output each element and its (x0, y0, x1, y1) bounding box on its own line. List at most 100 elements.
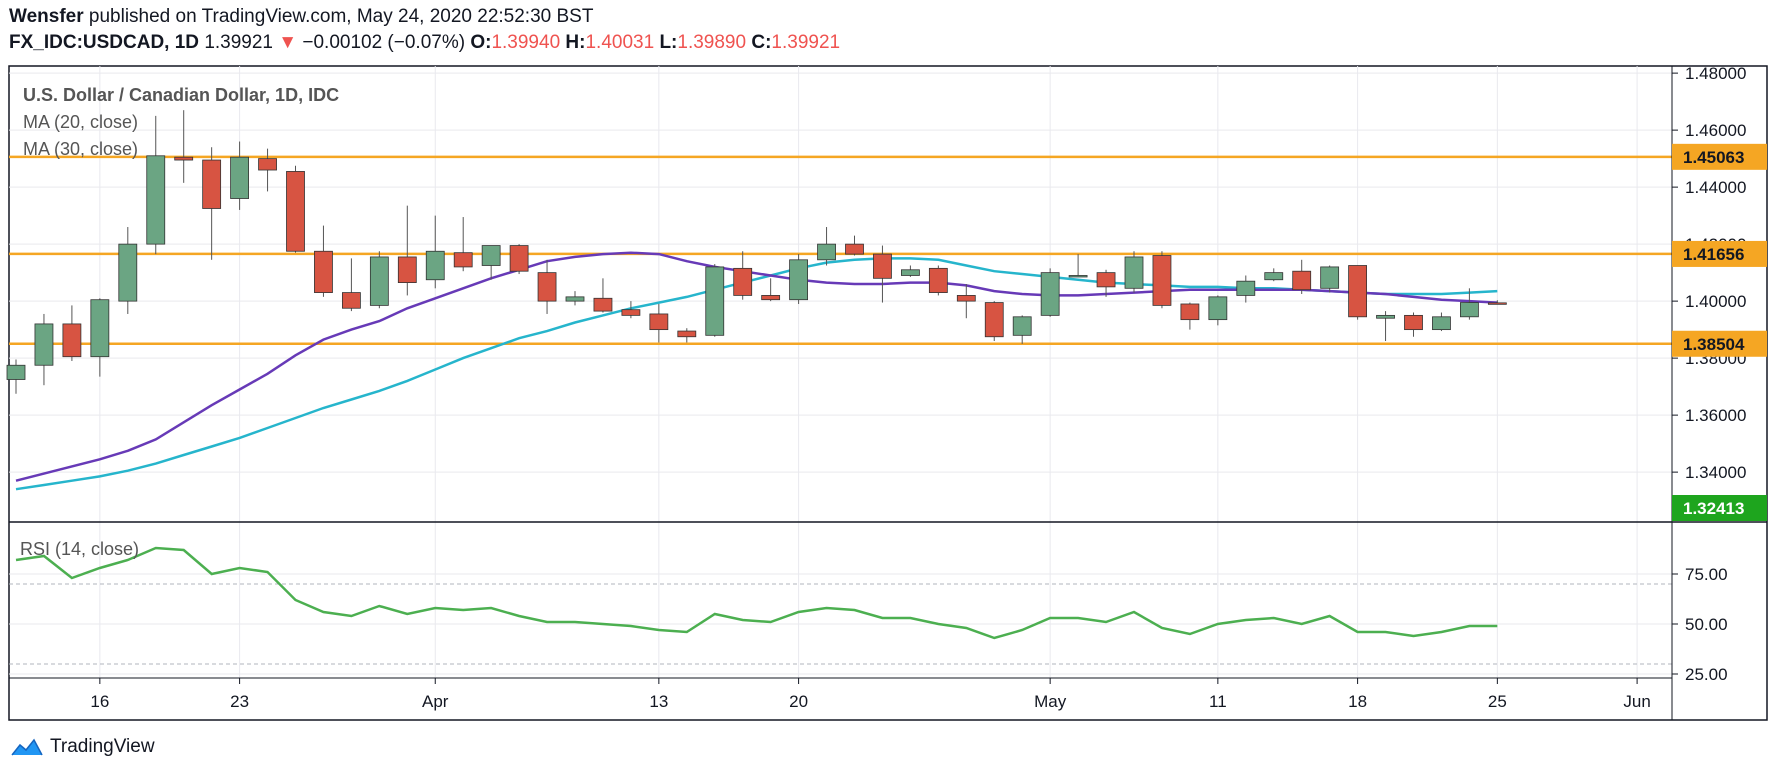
candle[interactable] (1292, 259, 1312, 294)
candle[interactable] (90, 298, 110, 377)
candle[interactable] (677, 328, 697, 343)
candle[interactable] (1152, 251, 1172, 309)
candle[interactable] (1180, 302, 1200, 330)
candle[interactable] (481, 245, 501, 280)
candle[interactable] (901, 265, 920, 277)
candle-body (733, 267, 753, 296)
price-tick-label: 1.44000 (1685, 178, 1746, 197)
time-tick-label[interactable]: 25 (1488, 692, 1507, 711)
candle[interactable] (537, 259, 557, 314)
rsi-tick-label: 75.00 (1685, 565, 1728, 584)
candle[interactable] (1012, 315, 1032, 344)
candle-body (789, 259, 808, 301)
ma20-legend[interactable]: MA (20, close) (23, 112, 138, 132)
time-axis[interactable]: 16 23 Apr 13 20 May 11 18 25 Jun (90, 678, 1651, 711)
rsi-legend[interactable]: RSI (14, close) (20, 539, 139, 559)
candle-body (230, 156, 250, 199)
candle-body (341, 292, 361, 309)
change-down-icon: ▼ (278, 32, 298, 53)
candle[interactable] (621, 301, 641, 319)
level-badge (1672, 330, 1767, 357)
price-badge (1672, 495, 1767, 521)
candle-body (593, 297, 613, 312)
candles-layer[interactable] (6, 110, 1507, 394)
candle[interactable] (761, 278, 781, 302)
candle[interactable] (230, 141, 250, 210)
candle[interactable] (34, 313, 54, 386)
candle[interactable] (509, 244, 529, 275)
candle[interactable] (6, 359, 26, 394)
candle[interactable] (369, 251, 389, 309)
candle[interactable] (453, 217, 473, 272)
author-name[interactable]: Wensfer (9, 6, 84, 27)
time-tick-label[interactable]: 13 (649, 692, 668, 711)
candle[interactable] (1096, 269, 1116, 297)
candle[interactable] (1487, 300, 1507, 305)
candle-body (901, 269, 920, 276)
time-tick-label[interactable]: 16 (90, 692, 109, 711)
candle[interactable] (705, 264, 725, 337)
candle[interactable] (397, 205, 417, 296)
time-tick-label[interactable]: 11 (1209, 692, 1227, 711)
candle[interactable] (1236, 275, 1256, 303)
candle[interactable] (984, 301, 1004, 342)
ma30-layer (15, 257, 1498, 491)
footer-brand[interactable]: TradingView (10, 736, 155, 758)
symbol-name: FX_IDC:USDCAD, 1D (9, 32, 200, 53)
candle[interactable] (817, 227, 836, 266)
candle[interactable] (425, 215, 445, 289)
candle[interactable] (1432, 312, 1451, 332)
candle[interactable] (928, 265, 948, 296)
candle[interactable] (733, 251, 753, 300)
time-tick-label[interactable]: Apr (422, 692, 449, 711)
horizontal-levels[interactable] (9, 155, 1672, 346)
candle[interactable] (258, 148, 277, 192)
candle-body (705, 266, 725, 336)
candle[interactable] (649, 303, 669, 343)
candle-body (425, 250, 445, 281)
close-label: C: (751, 32, 772, 53)
ma30-legend[interactable]: MA (30, close) (23, 139, 138, 159)
candle[interactable] (1040, 268, 1060, 317)
time-tick-label[interactable]: 20 (789, 692, 808, 711)
time-tick-label[interactable]: Jun (1623, 692, 1650, 711)
candle[interactable] (118, 227, 138, 314)
time-tick-label[interactable]: 23 (230, 692, 249, 711)
candle-body (1404, 314, 1423, 331)
price-axis[interactable]: 1.340001.360001.380001.400001.420001.440… (1672, 64, 1746, 684)
publisher-line: Wensfer published on TradingView.com, Ma… (9, 6, 593, 28)
candle-body (118, 243, 138, 302)
candle[interactable] (789, 254, 808, 304)
candle[interactable] (341, 258, 361, 312)
candle[interactable] (1460, 288, 1479, 320)
candle[interactable] (1404, 312, 1423, 337)
candle[interactable] (1068, 254, 1088, 278)
price-badge-label: 1.32413 (1683, 499, 1744, 518)
candle[interactable] (286, 165, 305, 253)
candle[interactable] (1124, 251, 1144, 293)
candle[interactable] (1376, 311, 1395, 342)
candle-body (62, 323, 82, 358)
candle[interactable] (1348, 265, 1367, 320)
candle[interactable] (1208, 295, 1228, 326)
candle[interactable] (565, 291, 585, 306)
candle[interactable] (593, 278, 613, 313)
candle-body (1068, 275, 1088, 278)
candle[interactable] (845, 235, 864, 256)
candle[interactable] (956, 284, 976, 319)
chart-title: U.S. Dollar / Canadian Dollar, 1D, IDC (23, 85, 339, 105)
candle-body (1264, 272, 1284, 281)
time-tick-label[interactable]: May (1034, 692, 1067, 711)
candle[interactable] (314, 225, 333, 297)
candle[interactable] (873, 245, 892, 303)
candle-body (369, 256, 389, 306)
candle[interactable] (62, 305, 82, 361)
candle[interactable] (1320, 265, 1340, 293)
candle[interactable] (174, 110, 194, 183)
candle[interactable] (146, 115, 166, 255)
candle-body (34, 323, 54, 366)
time-tick-label[interactable]: 18 (1348, 692, 1367, 711)
candle[interactable] (202, 147, 222, 260)
candle[interactable] (1264, 268, 1284, 282)
